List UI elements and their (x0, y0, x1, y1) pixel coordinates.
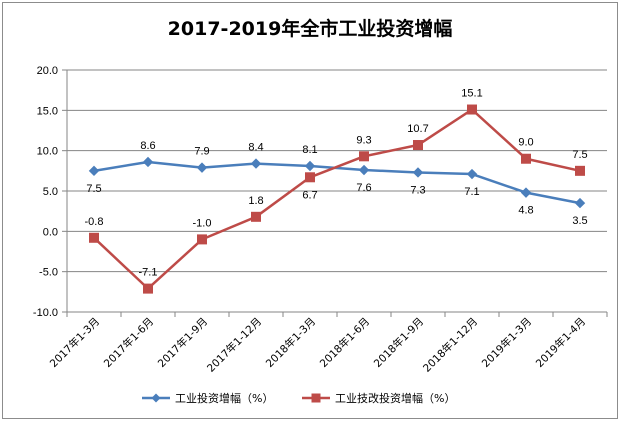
data-label: 7.5 (572, 149, 587, 161)
y-axis-tick-labels: 20.0 15.0 10.0 5.0 0.0 -5.0 -10.0 (33, 65, 58, 319)
data-label: 8.6 (140, 140, 155, 152)
data-label: 3.5 (572, 215, 587, 227)
x-tick-label: 2019年1-3月 (479, 315, 534, 370)
data-label: 9.3 (356, 134, 371, 146)
data-point (521, 153, 531, 164)
data-point (520, 187, 532, 198)
data-point (574, 197, 586, 209)
legend-entry: 工业投资增幅（%） (142, 391, 273, 405)
data-point (88, 165, 100, 177)
data-label: -0.8 (85, 216, 104, 228)
x-tick-label: 2018年1-6月 (317, 315, 372, 370)
data-label: 7.3 (410, 184, 425, 196)
x-tick-label: 2017年1-9月 (155, 315, 210, 370)
data-label: 6.7 (302, 189, 317, 201)
x-tick-label: 2019年1-4月 (533, 315, 588, 370)
y-tick-label: -5.0 (39, 267, 58, 279)
data-label: 15.1 (461, 88, 482, 100)
x-tick-label: 2017年1-6月 (101, 315, 156, 370)
series-group: 7.5 8.6 7.9 8.4 8.1 7.6 7.3 7.1 4.8 3.5 -0.8 -7.1 -1… (85, 88, 588, 294)
chart-title: 2017-2019年全市工业投资增幅 (168, 17, 453, 40)
data-label: 8.1 (302, 144, 317, 156)
data-label: 7.9 (194, 146, 209, 158)
y-tick-label: 20.0 (37, 65, 58, 77)
data-point (251, 211, 261, 222)
data-label: 7.6 (356, 182, 371, 194)
x-tick-label: 2018年1-9月 (371, 315, 426, 370)
data-label: -1.0 (193, 217, 212, 229)
data-point (305, 172, 315, 183)
data-point (358, 164, 370, 176)
y-tick-label: 0.0 (43, 226, 58, 238)
data-point (197, 234, 207, 245)
data-label: 1.8 (248, 195, 263, 207)
data-point (143, 283, 153, 294)
data-label: 10.7 (407, 123, 428, 135)
legend: 工业投资增幅（%） 工业技改投资增幅（%） (142, 391, 455, 405)
x-tick-label: 2018年1-3月 (263, 315, 318, 370)
legend-label: 工业技改投资增幅（%） (335, 391, 455, 405)
data-label: 7.5 (86, 183, 101, 195)
x-tick-label: 2017年1-3月 (47, 315, 102, 370)
series-line (93, 108, 581, 290)
x-tick-label: 2017年1-12月 (204, 315, 264, 375)
data-point (412, 167, 424, 178)
data-label: -7.1 (139, 267, 158, 279)
data-label: 8.4 (248, 142, 263, 154)
y-tick-label: 15.0 (37, 105, 58, 117)
data-point (575, 165, 585, 176)
data-point (467, 104, 477, 115)
series-industrial-investment: 7.5 8.6 7.9 8.4 8.1 7.6 7.3 7.1 4.8 3.5 (86, 140, 587, 227)
data-point (196, 162, 208, 173)
legend-label: 工业投资增幅（%） (175, 391, 273, 405)
legend-entry: 工业技改投资增幅（%） (302, 391, 455, 405)
data-point (89, 232, 99, 243)
data-label: 4.8 (518, 205, 533, 217)
x-tick-label: 2018年1-12月 (420, 315, 480, 375)
data-point (413, 140, 423, 151)
legend-marker (311, 393, 321, 403)
data-point (250, 158, 262, 169)
legend-marker (151, 393, 161, 403)
series-technical-renovation: -0.8 -7.1 -1.0 1.8 6.7 9.3 10.7 15.1 9.0 7.5 (85, 88, 588, 294)
data-point (359, 151, 369, 162)
data-point (466, 168, 478, 180)
data-point (304, 160, 316, 172)
data-label: 7.1 (464, 186, 479, 198)
axes (62, 69, 608, 317)
data-point (142, 156, 154, 168)
y-tick-label: 5.0 (43, 186, 58, 198)
data-label: 9.0 (518, 137, 533, 149)
y-tick-label: 10.0 (37, 146, 58, 158)
y-tick-label: -10.0 (33, 307, 58, 319)
